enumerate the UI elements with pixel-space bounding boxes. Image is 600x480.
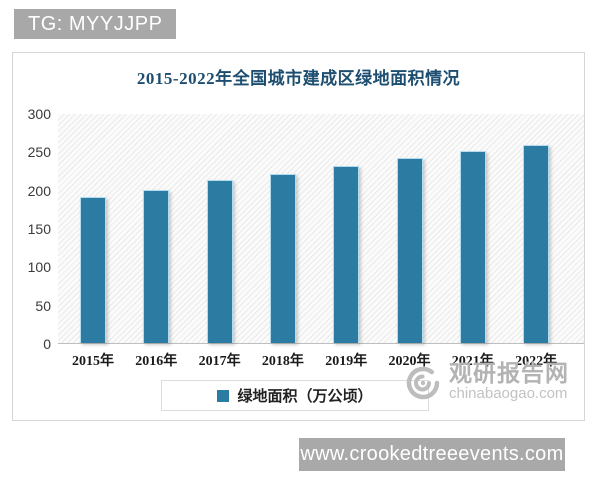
x-tick-label: 2021年 <box>451 354 494 369</box>
y-tick-label: 300 <box>27 106 51 122</box>
x-tick-label: 2022年 <box>515 354 558 369</box>
x-tick-label: 2016年 <box>135 354 178 369</box>
y-tick-label: 0 <box>43 336 51 352</box>
legend-swatch-icon <box>217 389 230 402</box>
bar-2019年 <box>333 165 360 343</box>
x-axis: 2015年 2016年 2017年 2018年 2019年 2020年 2021年 2022年 <box>58 350 584 370</box>
bar-2017年 <box>206 180 233 343</box>
watermark-text: 观研报告网 chinabaogao.com <box>449 361 569 402</box>
y-tick-label: 250 <box>27 144 51 161</box>
tg-badge: TG: MYYJJPP <box>14 9 177 39</box>
x-tick-label: 2019年 <box>325 354 368 369</box>
y-tick-label: 50 <box>35 297 51 314</box>
x-tick-label: 2017年 <box>198 354 241 369</box>
bar-2015年 <box>80 196 106 343</box>
legend-label: 绿地面积（万公顷） <box>237 389 373 405</box>
bar-2018年 <box>269 174 296 343</box>
bar-2020年 <box>396 158 423 343</box>
chart-card: 2015-2022年全国城市建成区绿地面积情况 0 50 100 150 200 250 3… <box>12 52 585 421</box>
watermark-site-name: 观研报告网 <box>449 360 569 386</box>
bar-2021年 <box>459 150 486 343</box>
plot-area <box>58 114 584 344</box>
x-tick-label: 2020年 <box>388 354 431 369</box>
bar-2022年 <box>523 145 550 343</box>
watermark-site-domain: chinabaogao.com <box>449 385 568 402</box>
watermark: 观研报告网 chinabaogao.com <box>401 361 569 410</box>
x-tick-label: 2018年 <box>261 354 304 369</box>
footer-url-bar: www.crookedtreeevents.com <box>299 438 565 471</box>
x-tick-label: 2015年 <box>72 354 114 369</box>
y-tick-label: 200 <box>27 182 51 199</box>
y-axis: 0 50 100 150 200 250 300 <box>13 106 54 352</box>
bar-2016年 <box>143 189 170 343</box>
y-tick-label: 100 <box>27 259 51 276</box>
legend: 绿地面积（万公顷） <box>161 380 429 411</box>
watermark-swirl-icon <box>401 361 445 410</box>
y-tick-label: 150 <box>27 221 51 237</box>
chart-title: 2015-2022年全国城市建成区绿地面积情况 <box>136 69 461 88</box>
